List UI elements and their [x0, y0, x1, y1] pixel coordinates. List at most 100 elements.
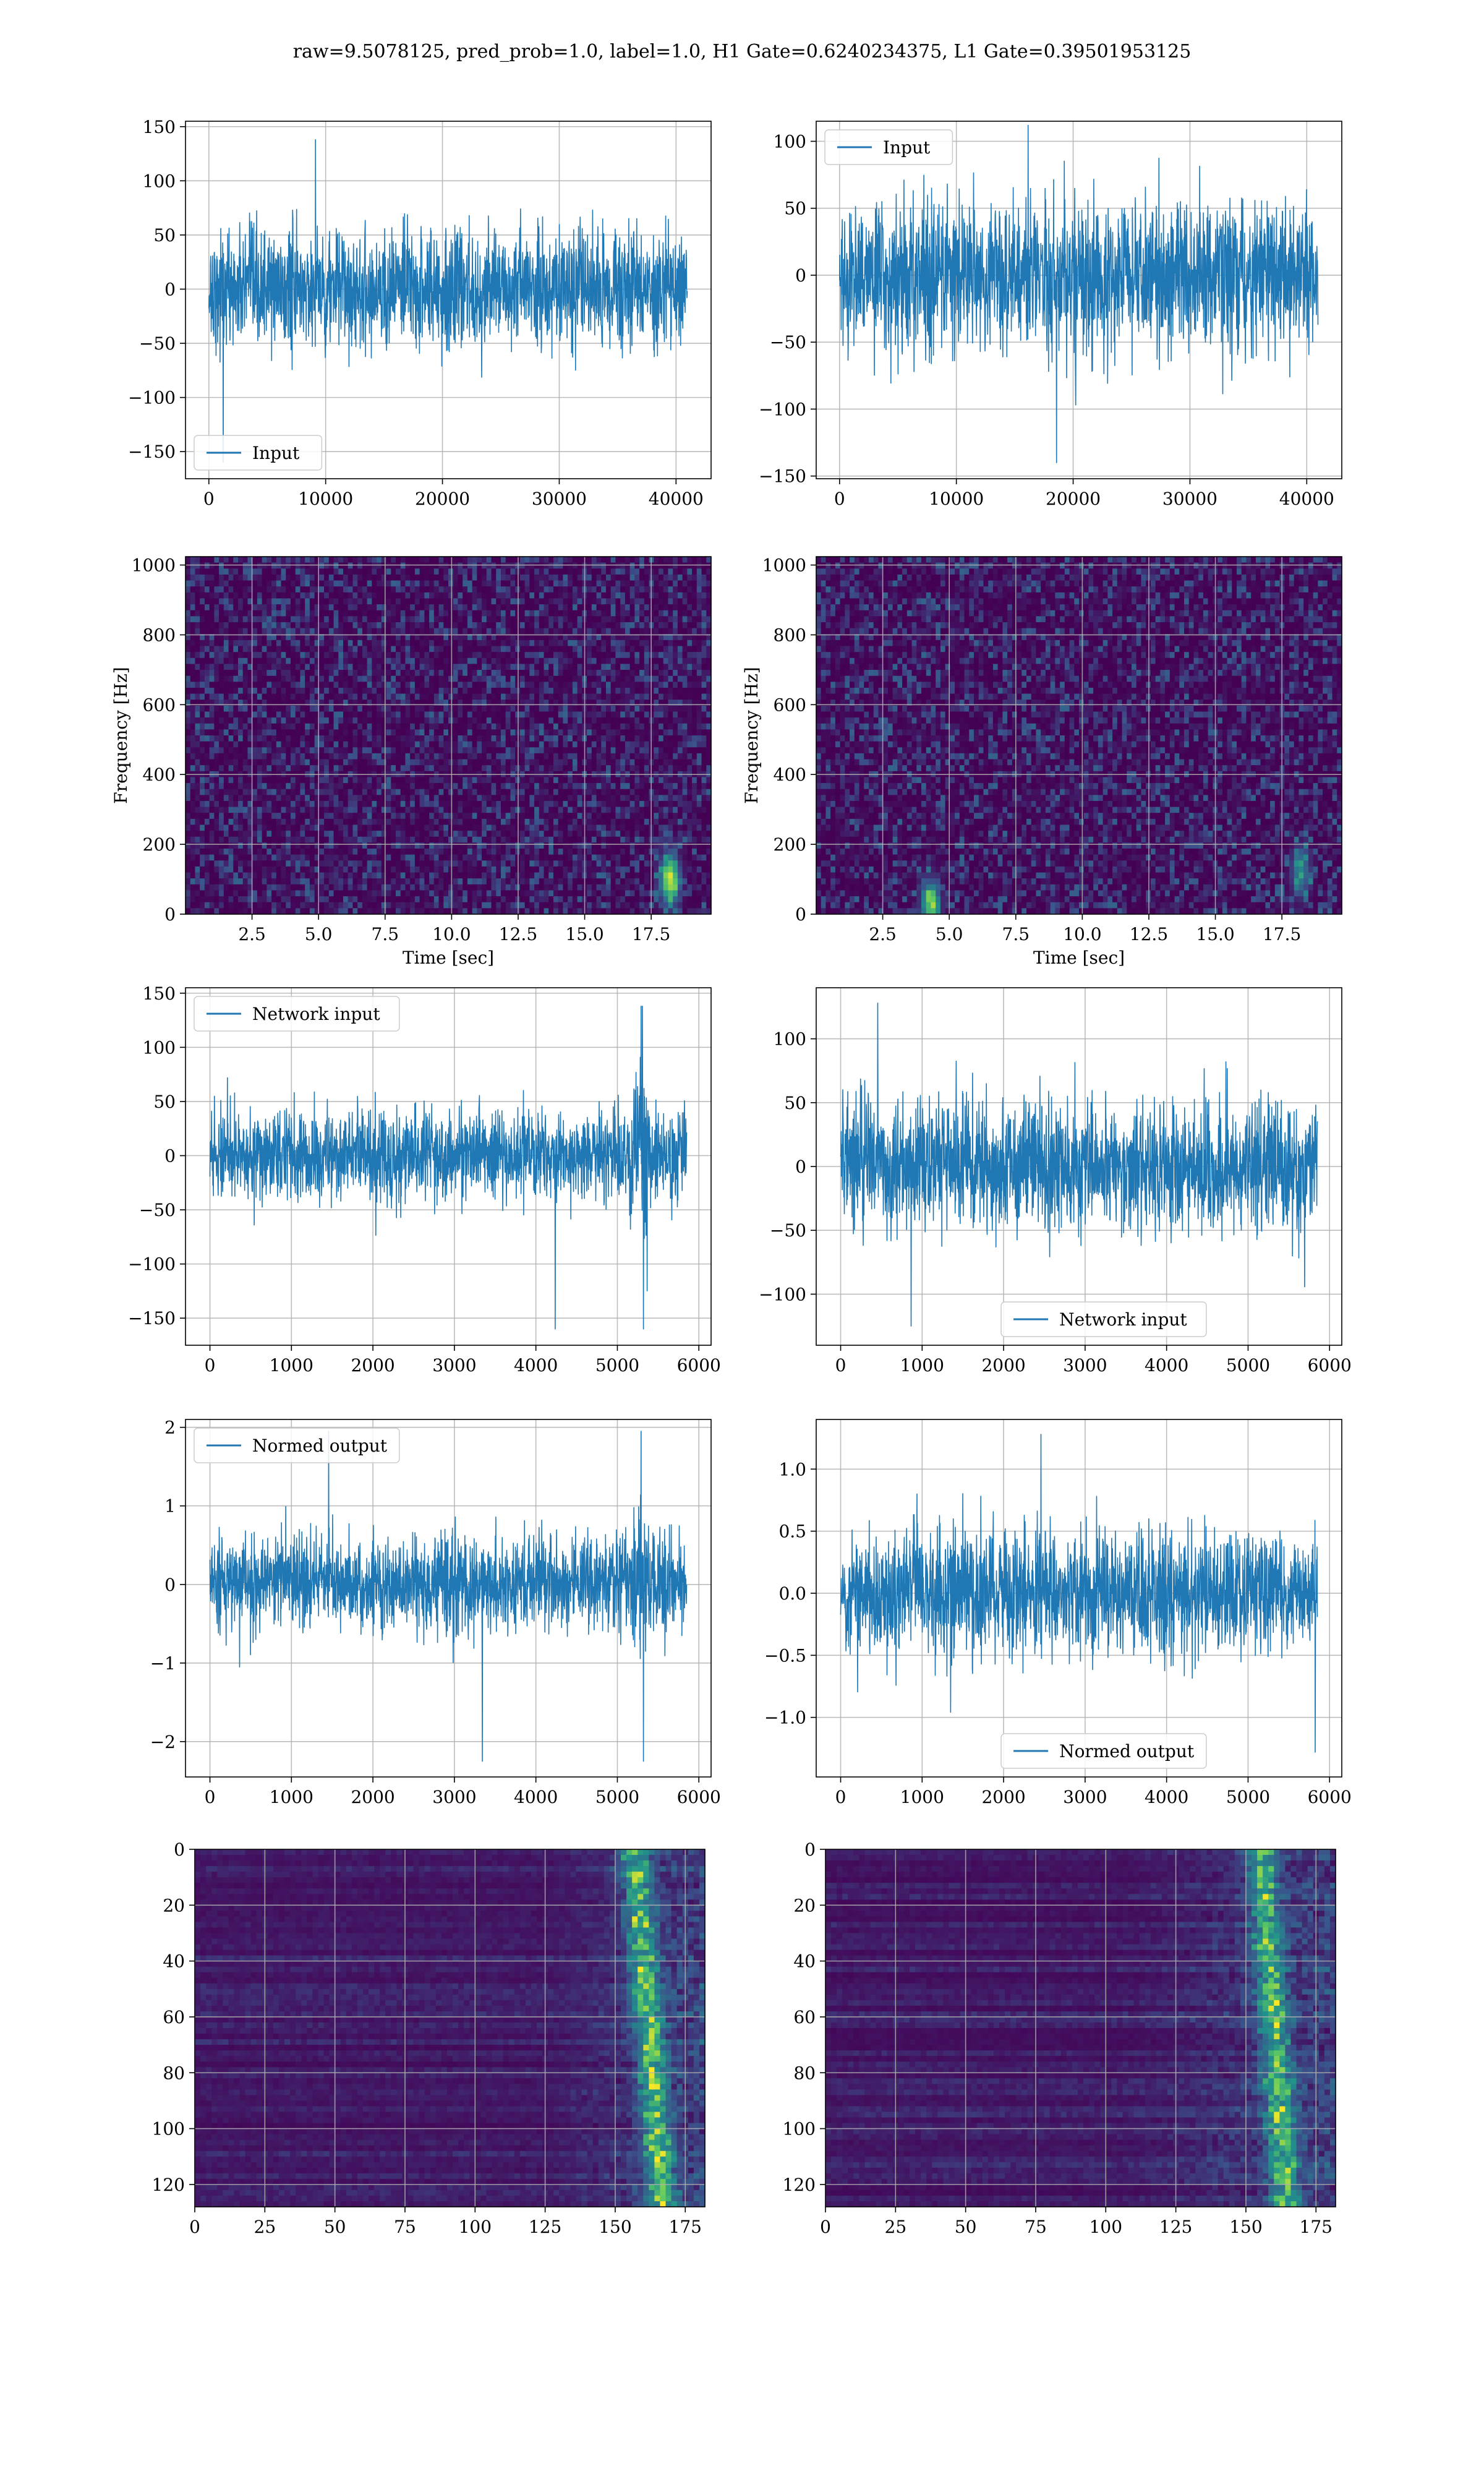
spectrogram-cell — [433, 836, 440, 843]
spectrogram-cell — [419, 598, 425, 605]
spectrogram-cell — [539, 723, 545, 730]
spectrogram-cell — [300, 693, 305, 700]
spectrogram-cell — [548, 729, 554, 736]
spectrogram-cell — [534, 568, 540, 575]
spectrogram-cell — [328, 824, 335, 831]
spectrogram-cell — [534, 592, 540, 599]
spectrogram-cell — [309, 735, 315, 742]
spectrogram-cell — [214, 831, 220, 837]
spectrogram-cell — [186, 824, 191, 831]
spectrogram-cell — [414, 747, 420, 754]
spectrogram-cell — [391, 640, 396, 647]
spectrogram-cell — [424, 646, 430, 653]
spectrogram-cell — [391, 902, 396, 909]
spectrogram-cell — [553, 628, 559, 635]
spectrogram-cell — [372, 753, 377, 760]
spectrogram-cell — [314, 640, 320, 647]
spectrogram-cell — [200, 693, 205, 700]
spectrogram-cell — [252, 854, 258, 861]
spectrogram-cell — [529, 640, 535, 647]
spectrogram-cell — [377, 562, 382, 569]
spectrogram-cell — [548, 557, 554, 563]
spectrogram-cell — [496, 604, 501, 611]
spectrogram-cell — [438, 735, 444, 742]
spectrogram-cell — [195, 657, 200, 664]
spectrogram-cell — [419, 872, 425, 879]
spectrogram-cell — [396, 657, 401, 664]
spectrogram-cell — [252, 711, 258, 718]
spectrogram-cell — [291, 747, 296, 754]
spectrogram-cell — [338, 622, 344, 629]
spectrogram-cell — [548, 813, 554, 820]
spectrogram-cell — [372, 872, 377, 879]
spectrogram-cell — [429, 807, 435, 813]
spectrogram-cell — [252, 723, 258, 730]
spectrogram-cell — [252, 675, 258, 682]
spectrogram-cell — [539, 664, 545, 670]
spectrogram-cell — [372, 854, 377, 861]
spectrogram-cell — [214, 574, 220, 581]
spectrogram-cell — [214, 682, 220, 688]
spectrogram-cell — [572, 765, 578, 772]
spectrogram-cell — [548, 705, 554, 713]
spectrogram-cell — [372, 634, 377, 641]
spectrogram-cell — [405, 604, 411, 611]
spectrogram-cell — [195, 670, 200, 677]
spectrogram-cell — [252, 670, 258, 677]
spectrogram-cell — [319, 831, 325, 837]
spectrogram-cell — [377, 884, 382, 891]
spectrogram-cell — [271, 717, 277, 724]
spectrogram-cell — [438, 818, 444, 826]
spectrogram-cell — [505, 717, 511, 724]
spectrogram-cell — [568, 557, 573, 563]
spectrogram-cell — [572, 586, 578, 593]
spectrogram-cell — [529, 747, 535, 754]
spectrogram-cell — [190, 896, 196, 903]
spectrogram-cell — [186, 836, 191, 843]
spectrogram-cell — [233, 854, 239, 861]
spectrogram-cell — [548, 562, 554, 569]
spectrogram-cell — [482, 580, 487, 587]
spectrogram-cell — [233, 610, 239, 617]
spectrogram-cell — [314, 562, 320, 569]
spectrogram-cell — [295, 634, 301, 641]
spectrogram-cell — [314, 872, 320, 879]
spectrogram-cell — [563, 717, 568, 724]
spectrogram-cell — [424, 854, 430, 861]
spectrogram-cell — [510, 747, 516, 754]
spectrogram-cell — [396, 765, 401, 772]
spectrogram-cell — [190, 747, 196, 754]
spectrogram-cell — [529, 652, 535, 659]
spectrogram-cell — [563, 735, 568, 742]
spectrogram-cell — [276, 693, 282, 700]
spectrogram-cell — [257, 711, 263, 718]
spectrogram-cell — [257, 872, 263, 879]
spectrogram-cell — [186, 592, 191, 599]
spectrogram-cell — [491, 646, 497, 653]
spectrogram-cell — [386, 700, 391, 706]
spectrogram-cell — [204, 789, 210, 795]
spectrogram-cell — [357, 824, 363, 831]
spectrogram-cell — [343, 842, 349, 849]
spectrogram-cell — [463, 866, 468, 873]
spectrogram-cell — [276, 723, 282, 730]
x-tick-label: 20000 — [1046, 489, 1101, 509]
spectrogram-cell — [262, 675, 267, 682]
spectrogram-cell — [563, 700, 568, 706]
spectrogram-cell — [491, 670, 497, 677]
spectrogram-cell — [400, 557, 406, 563]
spectrogram-cell — [333, 557, 339, 563]
spectrogram-cell — [305, 866, 310, 873]
spectrogram-cell — [362, 735, 368, 742]
spectrogram-cell — [381, 562, 387, 569]
spectrogram-cell — [319, 866, 325, 873]
spectrogram-cell — [214, 800, 220, 808]
spectrogram-cell — [300, 622, 305, 629]
spectrogram-cell — [309, 842, 315, 849]
spectrogram-cell — [309, 717, 315, 724]
spectrogram-cell — [328, 622, 335, 629]
spectrogram-cell — [242, 902, 249, 909]
spectrogram-cell — [319, 604, 325, 611]
spectrogram-cell — [539, 604, 545, 611]
spectrogram-cell — [472, 884, 477, 891]
